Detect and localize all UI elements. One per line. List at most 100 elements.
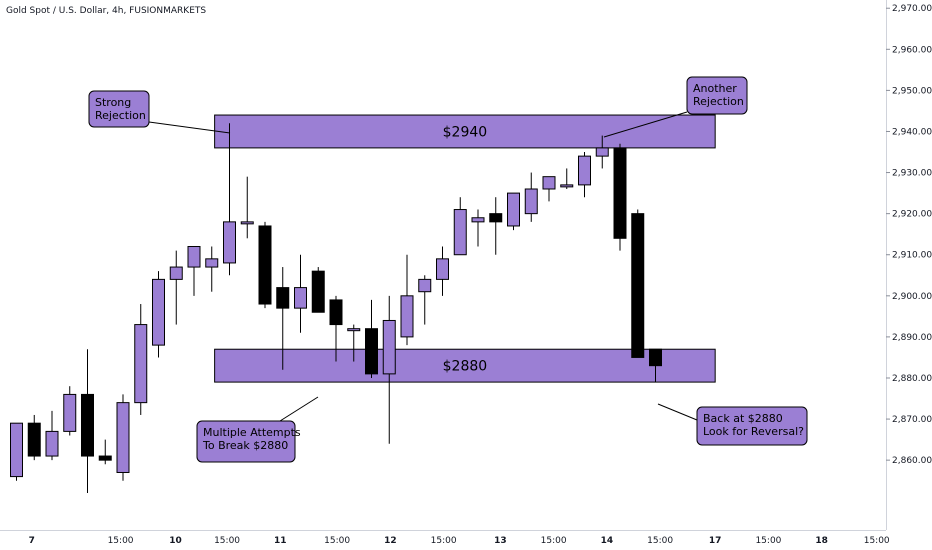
y-tick-label: 2,930.00 [892, 169, 932, 179]
candle-body [418, 278, 432, 293]
candle [631, 209, 645, 358]
x-tick-label: 7 [29, 536, 35, 546]
candle-body [152, 278, 165, 346]
x-tick-label: 10 [169, 536, 182, 546]
candle-body [223, 221, 236, 264]
y-tick-label: 2,940.00 [892, 127, 932, 137]
candle [382, 295, 396, 444]
callout-text-line: Rejection [95, 109, 146, 122]
support-resistance-zone [214, 114, 716, 149]
candle-body [116, 402, 130, 473]
candle [240, 176, 254, 239]
candle [489, 197, 503, 255]
candle-body [294, 287, 307, 309]
x-tick-label: 17 [709, 536, 722, 546]
x-tick-label: 12 [384, 536, 397, 546]
candle-body [81, 393, 94, 457]
callout-text-line: Rejection [693, 95, 744, 108]
candle-body [169, 266, 183, 280]
candle-body [471, 217, 485, 223]
candle-body [10, 422, 23, 478]
zone-label: $2880 [443, 359, 488, 375]
callout-box [88, 90, 150, 128]
candle-body [365, 328, 378, 375]
x-tick-label: 15:00 [108, 536, 134, 546]
candles-layer [10, 123, 662, 494]
candle-body [489, 213, 503, 223]
x-tick-label: 15:00 [324, 536, 350, 546]
x-tick-label: 13 [494, 536, 507, 546]
candle [63, 386, 77, 436]
callout-pointer [148, 121, 231, 134]
candle [81, 349, 94, 494]
callout-box [196, 420, 296, 463]
y-tick-label: 2,960.00 [892, 45, 932, 55]
candle [471, 209, 485, 247]
candle [116, 394, 130, 481]
y-tick-label: 2,920.00 [892, 210, 932, 220]
y-tick-label: 2,950.00 [892, 86, 932, 96]
candle-body [400, 295, 414, 338]
candle-body [613, 147, 627, 239]
candle [223, 123, 236, 276]
x-tick-label: 15:00 [864, 536, 890, 546]
callout-text-line: To Break $2880 [202, 439, 288, 452]
candle-body [524, 188, 538, 215]
candle-body [240, 221, 254, 225]
candle-body [560, 184, 574, 188]
x-tick-label: 11 [274, 536, 287, 546]
candle [436, 246, 449, 296]
candle [400, 254, 414, 346]
candle-body [45, 430, 59, 457]
candle [45, 410, 59, 461]
y-tick-label: 2,900.00 [892, 292, 932, 302]
y-tick-label: 2,870.00 [892, 415, 932, 425]
candle [134, 304, 148, 415]
candle-body [542, 176, 556, 190]
candle [311, 267, 325, 313]
callout-text-line: Multiple Attempts [203, 426, 301, 439]
candle-body [382, 319, 396, 375]
chart-title: Gold Spot / U.S. Dollar, 4h, FUSIONMARKE… [6, 6, 206, 16]
callout-box [696, 406, 808, 446]
x-tick-label: 15:00 [647, 536, 673, 546]
candle-body [276, 287, 290, 309]
candle [507, 192, 520, 231]
candle [524, 172, 538, 222]
candle-body [205, 258, 219, 268]
candle [10, 422, 23, 481]
candle [276, 267, 290, 370]
candle-body [98, 455, 112, 461]
candle [347, 324, 361, 362]
candle-body [631, 213, 645, 358]
callout-text-line: Strong [95, 96, 131, 109]
candle-body [347, 328, 361, 332]
candle [169, 250, 183, 325]
candle-body [649, 348, 662, 367]
zone-label: $2940 [443, 124, 488, 140]
x-tick-label: 15:00 [214, 536, 240, 546]
y-tick-label: 2,880.00 [892, 374, 932, 384]
x-tick-label: 14 [601, 536, 614, 546]
callout-text-line: Another [693, 82, 737, 95]
callouts-layer: StrongRejectionAnotherRejectionMultiple … [88, 76, 808, 463]
candle [453, 197, 467, 256]
x-tick-label: 15:00 [755, 536, 781, 546]
candle-body [578, 155, 591, 186]
candle-body [436, 258, 449, 280]
candle [418, 275, 432, 325]
candle [542, 176, 556, 202]
candle-body [595, 147, 609, 157]
candle-body [453, 209, 467, 256]
zones-layer: $2940 $2880 [214, 114, 716, 383]
x-tick-label: 15:00 [541, 536, 567, 546]
candle-body [311, 270, 325, 313]
candle-body [187, 246, 201, 268]
candle [152, 271, 165, 358]
